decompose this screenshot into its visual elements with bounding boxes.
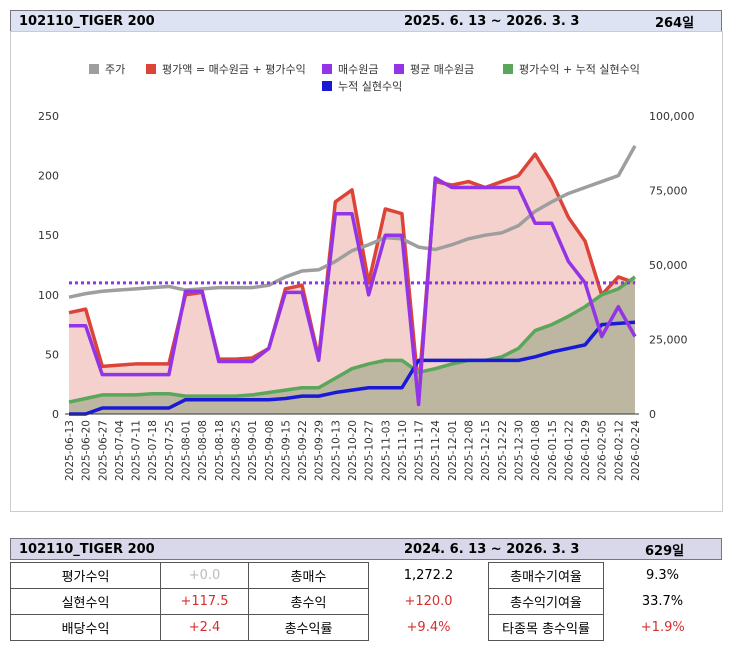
x-tick-label: 2026-02-24 [630,420,642,481]
line [69,176,637,407]
label: 총매수기여율 [488,562,604,589]
value: +0.0 [160,562,249,589]
y-tick-label: 50 [45,348,59,361]
x-tick-label: 2025-08-18 [214,420,226,481]
x-tick-label: 2026-01-29 [580,420,592,481]
line [69,320,636,416]
value: 9.3% [645,568,680,583]
area [69,276,635,414]
x-tick-label: 2025-09-01 [247,420,259,481]
x-tick-label: 2025-11-03 [380,420,392,481]
legend-marker [89,64,99,74]
legend-label: 누적 실현수익 [338,80,402,93]
legend-label: 평가수익 + 누적 실현수익 [519,63,640,76]
legend-marker [394,64,404,74]
x-tick-label: 2025-09-08 [264,420,276,481]
x-tick-label: 2025-09-29 [314,420,326,481]
legend-marker [322,81,332,91]
x-tick-label: 2025-12-15 [480,420,492,481]
title: 102110_TIGER 200 [19,13,155,29]
x-tick-label: 2025-12-01 [447,420,459,481]
label: 총수익 [248,588,369,615]
value: +120.0 [404,594,453,609]
label: 평가수익 [10,562,161,589]
x-tick-label: 2025-08-08 [197,420,209,481]
label: 총수익률 [248,614,369,641]
x-tick-label: 2026-01-15 [547,420,559,481]
x-tick-label: 2025-12-22 [497,420,509,481]
label: 배당수익 [10,614,161,641]
legend-marker [146,64,156,74]
x-tick-label: 2025-11-17 [414,420,426,481]
title: 102110_TIGER 200 [19,541,155,557]
header: 102110_TIGER 200 2025. 6. 13 ~ 2026. 3. … [10,10,722,32]
x-tick-label: 2025-08-01 [181,420,193,481]
x-tick-label: 2025-10-20 [347,420,359,481]
x-tick-label: 2026-02-05 [597,420,609,481]
legend-marker [503,64,513,74]
x-tick-label: 2025-06-20 [81,420,93,481]
x-tick-label: 2026-01-08 [530,420,542,481]
y-tick-label: 200 [38,170,59,183]
x-tick-label: 2025-06-13 [64,420,76,481]
value: 33.7% [641,594,684,609]
x-tick-label: 2025-06-27 [97,420,109,481]
days: 264일 [655,15,695,31]
legend-label: 매수원금 [338,63,378,76]
y2-tick-label: 25,000 [649,334,688,347]
x-tick-label: 2025-07-11 [131,420,143,481]
table-header: 102110_TIGER 200 2024. 6. 13 ~ 2026. 3. … [10,538,722,560]
y-tick-label: 0 [52,408,59,421]
value: +117.5 [160,588,249,615]
legend-marker [322,64,332,74]
period: 2025. 6. 13 ~ 2026. 3. 3 [404,13,580,29]
x-tick-label: 2025-08-25 [230,420,242,481]
y2-tick-label: 0 [649,408,656,421]
y2-tick-label: 100,000 [649,110,695,123]
line [68,275,637,404]
x-tick-label: 2025-09-22 [297,420,309,481]
value: 1,272.2 [403,568,454,583]
value: +1.9% [640,620,685,635]
x-tick-label: 2025-12-08 [464,420,476,481]
x-tick-label: 2025-11-24 [430,420,442,481]
value: +9.4% [406,620,451,635]
chart: 0 50 100 150 200 250 0 25,000 50,000 75,000 100,00… [10,31,723,512]
y2-tick-label: 75,000 [649,185,688,198]
label: 실현수익 [10,588,161,615]
summary-table: 평가수익 +0.0 총매수 1,272.2 총매수기여율 9.3% 실현수익 +117.5 총… [10,562,722,641]
period: 2024. 6. 13 ~ 2026. 3. 3 [404,541,580,557]
legend-label: 주가 [105,63,125,76]
x-tick-label: 2025-10-27 [364,420,376,481]
y-tick-label: 100 [38,289,59,302]
x-tick-label: 2025-09-15 [280,420,292,481]
days: 629일 [645,543,685,559]
y2-tick-label: 50,000 [649,259,688,272]
label: 총매수 [248,562,369,589]
y-tick-label: 150 [38,229,59,242]
x-tick-label: 2025-10-13 [330,420,342,481]
value: +2.4 [160,614,249,641]
x-tick-label: 2026-02-12 [613,420,625,481]
y-tick-label: 250 [38,110,59,123]
x-tick-label: 2025-12-30 [513,420,525,481]
legend-label: 평균 매수원금 [410,63,474,76]
x-tick-label: 2025-11-10 [397,420,409,481]
line [68,144,637,299]
line [68,152,636,392]
x-tick-label: 2025-07-18 [147,420,159,481]
label: 타종목 총수익률 [488,614,604,641]
x-tick-label: 2025-07-25 [164,420,176,481]
x-tick-label: 2025-07-04 [114,420,126,481]
label: 총수익기여율 [488,588,604,615]
legend-label: 평가액 = 매수원금 + 평가수익 [162,63,306,76]
x-tick-label: 2026-01-22 [563,420,575,481]
